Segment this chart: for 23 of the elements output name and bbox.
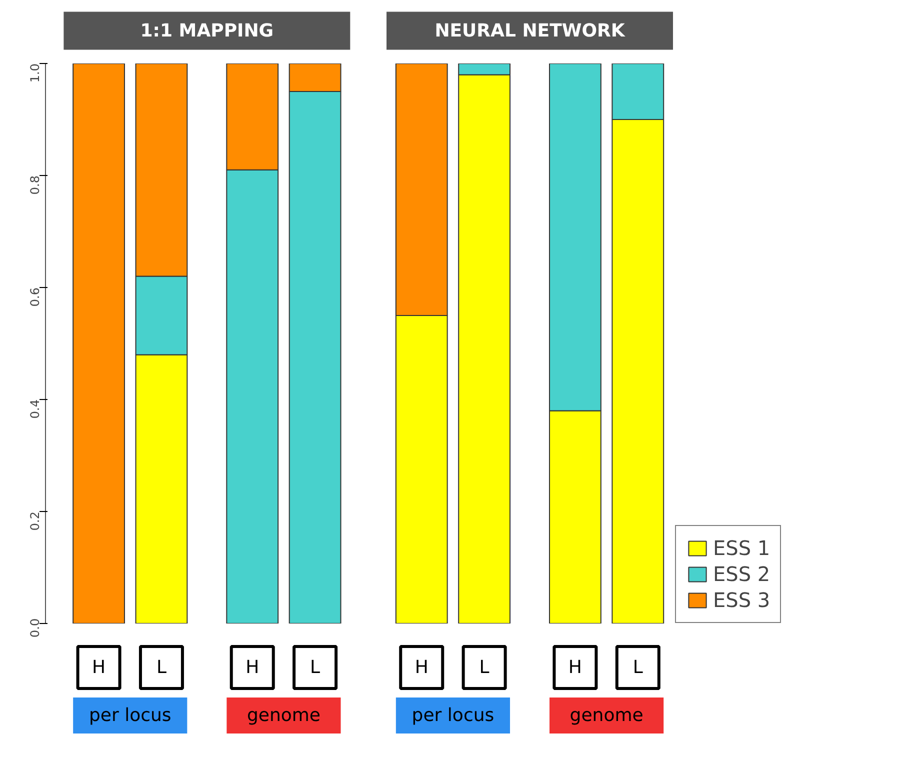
y-tick-label: 0.4 [28, 399, 42, 419]
legend-label: ESS 2 [713, 562, 770, 586]
x-tick-label: L [156, 657, 166, 678]
text: per locus [412, 705, 494, 726]
y-tick-label: 1.0 [28, 63, 42, 83]
x-tick-label: H [246, 657, 260, 678]
y-tick-label: 0.0 [28, 618, 42, 638]
legend-label: ESS 1 [713, 536, 770, 560]
y-tick-label: 0.8 [28, 175, 42, 195]
x-tick-label: H [414, 657, 428, 678]
text: genome [246, 705, 320, 726]
legend-label: ESS 3 [713, 588, 770, 612]
text: genome [570, 705, 644, 726]
text: NEURAL NETWORK [434, 20, 626, 42]
y-tick-label: 0.6 [28, 287, 42, 307]
text: 1:1 MAPPING [140, 20, 274, 42]
text: per locus [88, 705, 172, 726]
x-tick-label: L [310, 657, 320, 678]
x-tick-label: H [92, 657, 106, 678]
x-tick-label: H [568, 657, 582, 678]
y-tick-label: 0.2 [28, 511, 42, 531]
x-tick-label: L [479, 657, 490, 678]
x-tick-label: L [632, 657, 643, 678]
